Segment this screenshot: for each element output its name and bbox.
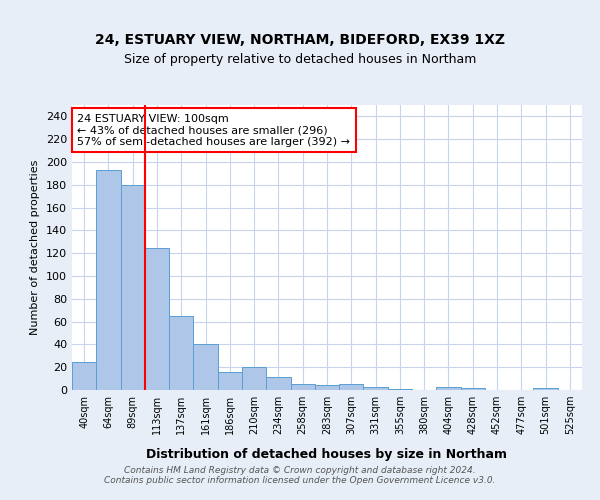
Bar	[242, 367, 266, 390]
Bar	[96, 170, 121, 390]
Bar	[121, 185, 145, 390]
Bar	[436, 386, 461, 390]
Bar	[533, 388, 558, 390]
Bar	[169, 316, 193, 390]
Bar	[145, 248, 169, 390]
Bar	[193, 344, 218, 390]
X-axis label: Distribution of detached houses by size in Northam: Distribution of detached houses by size …	[146, 448, 508, 461]
Text: 24 ESTUARY VIEW: 100sqm
← 43% of detached houses are smaller (296)
57% of semi-d: 24 ESTUARY VIEW: 100sqm ← 43% of detache…	[77, 114, 350, 147]
Bar	[218, 372, 242, 390]
Bar	[72, 362, 96, 390]
Text: Size of property relative to detached houses in Northam: Size of property relative to detached ho…	[124, 52, 476, 66]
Bar	[290, 384, 315, 390]
Bar	[364, 386, 388, 390]
Bar	[461, 388, 485, 390]
Text: 24, ESTUARY VIEW, NORTHAM, BIDEFORD, EX39 1XZ: 24, ESTUARY VIEW, NORTHAM, BIDEFORD, EX3…	[95, 32, 505, 46]
Bar	[266, 378, 290, 390]
Bar	[315, 386, 339, 390]
Y-axis label: Number of detached properties: Number of detached properties	[31, 160, 40, 335]
Text: Contains HM Land Registry data © Crown copyright and database right 2024.
Contai: Contains HM Land Registry data © Crown c…	[104, 466, 496, 485]
Bar	[388, 389, 412, 390]
Bar	[339, 384, 364, 390]
